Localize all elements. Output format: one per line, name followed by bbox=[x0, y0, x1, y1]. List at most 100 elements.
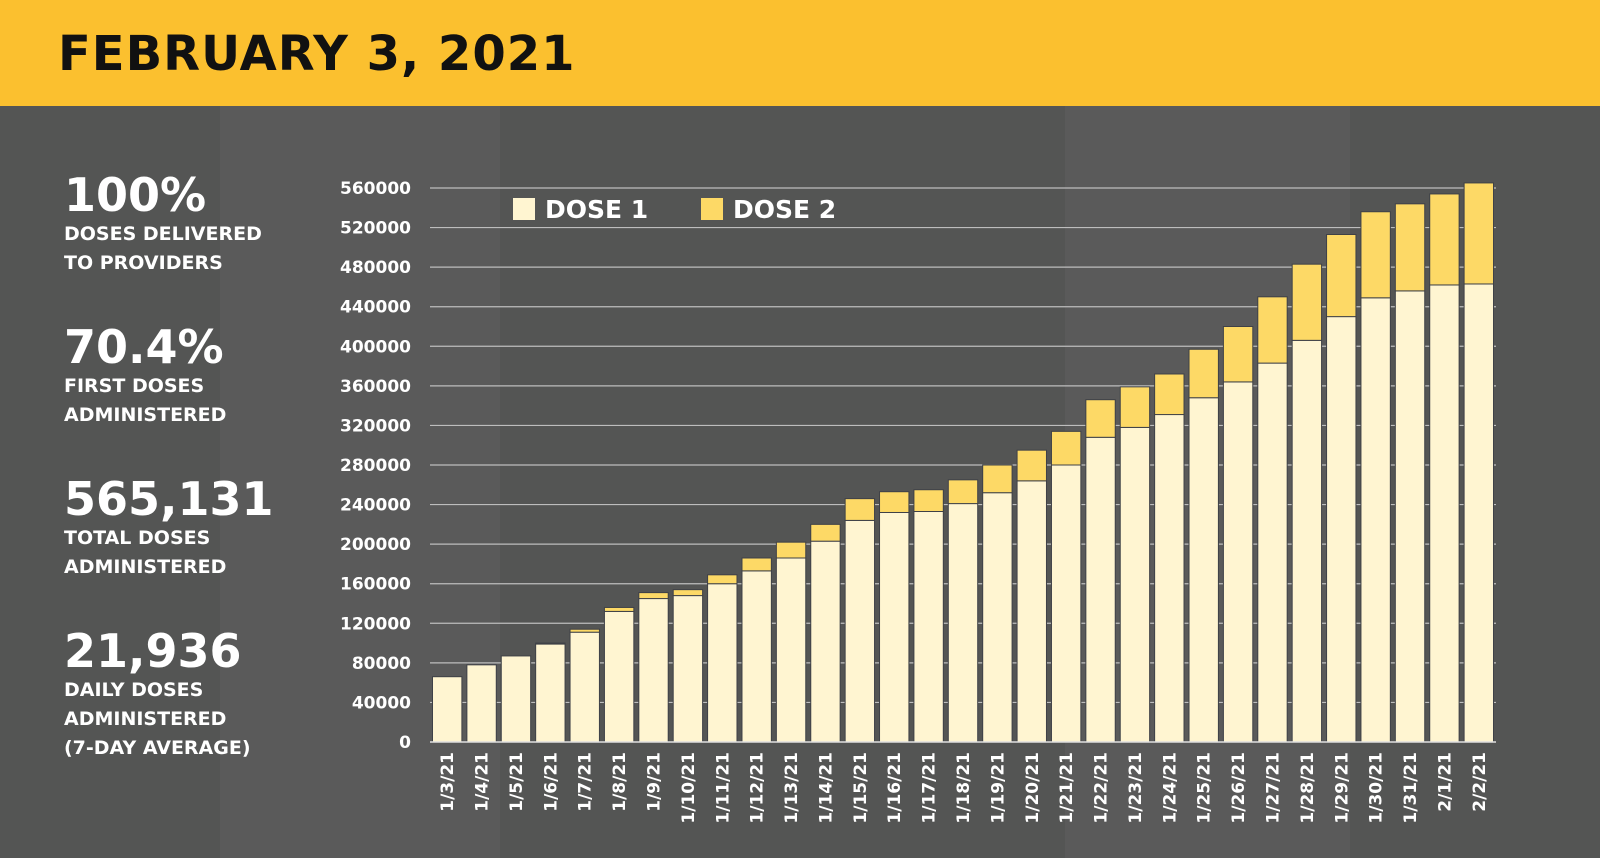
x-tick-label: 1/28/21 bbox=[1298, 752, 1318, 824]
legend-label-dose-2: DOSE 2 bbox=[733, 195, 836, 224]
bar-dose-2 bbox=[603, 606, 635, 612]
bar-dose-1 bbox=[603, 610, 635, 743]
x-tick-label: 2/2/21 bbox=[1470, 752, 1490, 812]
x-tick-label: 1/21/21 bbox=[1057, 752, 1077, 824]
x-tick-label: 1/26/21 bbox=[1229, 752, 1249, 824]
x-tick-label: 1/23/21 bbox=[1126, 752, 1146, 824]
y-tick-label: 0 bbox=[399, 733, 411, 753]
x-tick-label: 1/31/21 bbox=[1401, 752, 1421, 824]
x-tick-label: 1/25/21 bbox=[1195, 752, 1215, 824]
bar-dose-1 bbox=[1394, 290, 1426, 743]
x-tick-label: 1/27/21 bbox=[1263, 752, 1283, 824]
bar-dose-1 bbox=[1257, 362, 1288, 743]
y-tick-label: 40000 bbox=[352, 693, 411, 713]
bar-dose-2 bbox=[1085, 399, 1116, 438]
y-tick-label: 480000 bbox=[340, 258, 411, 278]
bar-dose-2 bbox=[1050, 430, 1082, 466]
y-tick-label: 520000 bbox=[340, 219, 411, 239]
bar-dose-2 bbox=[879, 491, 910, 513]
stat-label: DOSES DELIVERED TO PROVIDERS bbox=[64, 223, 262, 274]
bar-dose-1 bbox=[1463, 283, 1495, 743]
bar-dose-1 bbox=[535, 643, 566, 743]
bar-dose-1 bbox=[982, 492, 1013, 743]
bar-dose-2 bbox=[1394, 203, 1426, 292]
bar-dose-1 bbox=[947, 503, 979, 743]
bar-dose-2 bbox=[1360, 211, 1391, 299]
bar-dose-1 bbox=[638, 598, 669, 743]
bar-dose-2 bbox=[1429, 193, 1460, 286]
x-tick-label: 1/15/21 bbox=[851, 752, 871, 824]
bar-dose-1 bbox=[1119, 426, 1151, 743]
x-tick-label: 1/24/21 bbox=[1160, 752, 1180, 824]
y-tick-label: 160000 bbox=[340, 575, 411, 595]
stat-value: 70.4% bbox=[64, 320, 224, 374]
bar-dose-1 bbox=[1085, 436, 1116, 743]
y-tick-label: 440000 bbox=[340, 298, 411, 318]
bar-dose-2 bbox=[982, 464, 1013, 494]
bar-dose-1 bbox=[466, 664, 497, 743]
bar-dose-2 bbox=[810, 523, 841, 542]
bar-dose-2 bbox=[1222, 326, 1254, 383]
page-title: FEBRUARY 3, 2021 bbox=[58, 26, 576, 82]
bar-dose-2 bbox=[1154, 373, 1185, 416]
x-tick-label: 1/3/21 bbox=[438, 752, 458, 812]
bar-dose-1 bbox=[500, 655, 532, 743]
y-tick-label: 360000 bbox=[340, 377, 411, 397]
x-tick-label: 1/18/21 bbox=[954, 752, 974, 824]
y-tick-label: 400000 bbox=[340, 337, 411, 357]
y-tick-label: 200000 bbox=[340, 535, 411, 555]
y-tick-label: 320000 bbox=[340, 416, 411, 436]
bar-dose-2 bbox=[535, 642, 566, 645]
bar-dose-1 bbox=[672, 595, 704, 743]
stat-total-doses: 565,131 TOTAL DOSES ADMINISTERED bbox=[64, 474, 304, 582]
bar-dose-2 bbox=[638, 592, 669, 600]
x-tick-label: 1/7/21 bbox=[576, 752, 596, 812]
x-tick-label: 1/10/21 bbox=[679, 752, 699, 824]
y-tick-label: 280000 bbox=[340, 456, 411, 476]
bar-dose-1 bbox=[741, 570, 772, 743]
bar-dose-2 bbox=[707, 574, 738, 585]
x-tick-label: 1/5/21 bbox=[507, 752, 527, 812]
x-tick-label: 1/14/21 bbox=[816, 752, 836, 824]
bar-dose-2 bbox=[1188, 348, 1219, 399]
x-tick-label: 1/6/21 bbox=[541, 752, 561, 812]
bar-dose-2 bbox=[1291, 263, 1323, 341]
bar-dose-1 bbox=[775, 557, 807, 743]
legend-label-dose-1: DOSE 1 bbox=[545, 195, 648, 224]
y-tick-label: 560000 bbox=[340, 179, 411, 199]
stat-daily-doses: 21,936 DAILY DOSES ADMINISTERED (7-DAY A… bbox=[64, 626, 304, 763]
bar-dose-1 bbox=[1188, 397, 1219, 743]
stat-value: 100% bbox=[64, 168, 207, 222]
bar-dose-1 bbox=[844, 519, 876, 743]
bar-dose-1 bbox=[1222, 381, 1254, 743]
bar-dose-2 bbox=[672, 589, 704, 597]
bar-dose-2 bbox=[569, 628, 600, 633]
bar-dose-2 bbox=[1463, 182, 1495, 285]
stat-first-doses: 70.4% FIRST DOSES ADMINISTERED bbox=[64, 322, 304, 430]
bar-dose-1 bbox=[1016, 480, 1047, 743]
x-tick-label: 1/29/21 bbox=[1332, 752, 1352, 824]
x-tick-label: 1/30/21 bbox=[1367, 752, 1387, 824]
bar-dose-1 bbox=[1360, 297, 1391, 743]
bar-dose-2 bbox=[775, 541, 807, 559]
bar-dose-2 bbox=[1016, 449, 1047, 482]
stat-value: 565,131 bbox=[64, 472, 274, 526]
bar-dose-1 bbox=[1154, 414, 1185, 743]
bar-dose-1 bbox=[1326, 316, 1357, 743]
stat-label: TOTAL DOSES ADMINISTERED bbox=[64, 527, 227, 578]
x-tick-label: 1/11/21 bbox=[713, 752, 733, 824]
legend-swatch-dose-1 bbox=[513, 198, 535, 220]
x-tick-label: 1/20/21 bbox=[1023, 752, 1043, 824]
x-tick-label: 1/13/21 bbox=[782, 752, 802, 824]
x-tick-label: 1/22/21 bbox=[1092, 752, 1112, 824]
bar-dose-2 bbox=[1326, 233, 1357, 318]
bar-dose-1 bbox=[707, 583, 738, 743]
bar-dose-2 bbox=[1257, 296, 1288, 364]
stat-label: DAILY DOSES ADMINISTERED (7-DAY AVERAGE) bbox=[64, 679, 251, 759]
legend-swatch-dose-2 bbox=[701, 198, 723, 220]
stat-value: 21,936 bbox=[64, 624, 242, 678]
bar-dose-2 bbox=[741, 557, 772, 572]
bar-dose-2 bbox=[913, 489, 944, 512]
y-tick-label: 120000 bbox=[340, 614, 411, 634]
